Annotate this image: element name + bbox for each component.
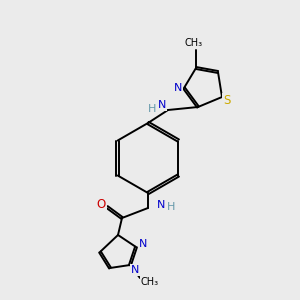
- Text: N: N: [174, 83, 182, 93]
- Text: O: O: [96, 199, 106, 212]
- Text: H: H: [167, 202, 175, 212]
- Text: N: N: [157, 200, 165, 210]
- Text: CH₃: CH₃: [141, 277, 159, 287]
- Text: N: N: [139, 239, 147, 249]
- Text: N: N: [158, 100, 166, 110]
- Text: N: N: [131, 265, 139, 275]
- Text: CH₃: CH₃: [185, 38, 203, 48]
- Text: S: S: [223, 94, 231, 106]
- Text: H: H: [148, 104, 156, 114]
